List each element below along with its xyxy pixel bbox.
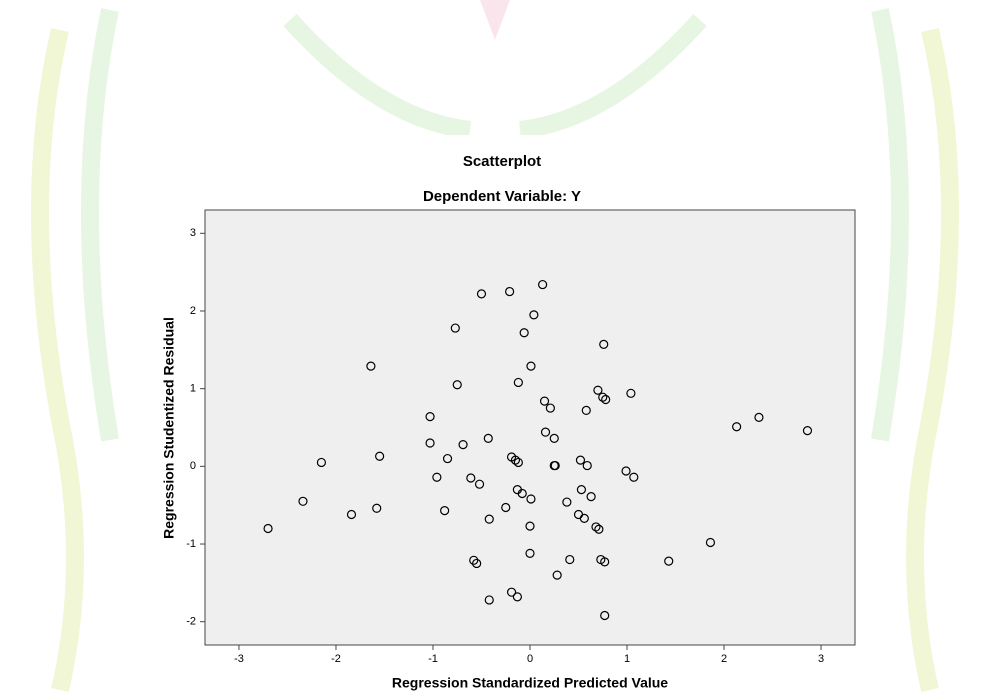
point (316, 457, 327, 468)
point (505, 286, 515, 297)
chart-subtitle: Dependent Variable: Y (423, 188, 581, 205)
point (375, 451, 385, 461)
y-tick-label: 2 (190, 305, 196, 317)
x-tick-label: -1 (428, 653, 438, 665)
point (629, 472, 639, 482)
y-axis-title: Regression Studentized Residual (161, 317, 177, 539)
point (526, 494, 536, 504)
point (440, 506, 450, 516)
point (540, 427, 551, 437)
chart-title: Scatterplot (463, 153, 541, 170)
point (705, 537, 716, 548)
y-tick-label: 3 (190, 227, 196, 239)
point (425, 438, 435, 448)
point (599, 339, 609, 349)
point (538, 279, 548, 290)
x-axis-title: Regression Standardized Predicted Value (392, 675, 668, 691)
point (483, 433, 493, 443)
point (601, 394, 611, 405)
point (582, 460, 592, 471)
point (581, 405, 591, 416)
x-tick-label: 3 (818, 653, 824, 665)
point (626, 388, 636, 398)
point (366, 361, 376, 371)
point (549, 433, 559, 443)
point (562, 497, 572, 507)
point (575, 455, 586, 465)
point (474, 479, 485, 489)
point (600, 557, 610, 567)
point (484, 595, 494, 605)
point (802, 426, 813, 436)
point (442, 453, 453, 464)
point (372, 503, 382, 513)
point (469, 555, 479, 565)
x-tick-label: -2 (331, 653, 341, 665)
point (594, 524, 604, 534)
point (466, 473, 476, 483)
x-tick-label: -3 (234, 653, 244, 665)
point (263, 523, 273, 534)
point (754, 412, 764, 423)
point (525, 548, 535, 558)
point (510, 455, 521, 465)
point (450, 323, 460, 333)
point (545, 403, 555, 413)
point (476, 289, 487, 299)
point (484, 514, 494, 524)
point (598, 392, 608, 402)
point (526, 361, 536, 371)
point (513, 377, 523, 388)
x-tick-label: 0 (527, 653, 533, 665)
point (591, 522, 601, 532)
point (621, 466, 631, 476)
point (586, 492, 596, 502)
point (472, 558, 482, 569)
point (529, 310, 539, 320)
point (576, 485, 587, 495)
point (565, 554, 575, 565)
point (425, 412, 435, 422)
watermark (31, 0, 959, 693)
point (513, 457, 523, 468)
point (517, 488, 527, 499)
point (579, 513, 589, 523)
point (512, 592, 522, 602)
y-tick-label: 0 (190, 460, 196, 472)
x-tick-label: 2 (721, 653, 727, 665)
y-tick-label: -2 (186, 616, 196, 628)
plot-area (204, 209, 856, 646)
point (550, 460, 560, 471)
point (600, 610, 610, 621)
point (452, 380, 462, 390)
y-tick-label: 1 (190, 383, 196, 395)
point (458, 439, 468, 450)
point (506, 587, 517, 597)
point (346, 509, 357, 520)
point (552, 570, 562, 580)
point (501, 502, 511, 513)
point (593, 385, 603, 395)
point (525, 521, 535, 531)
point (298, 496, 308, 506)
point (432, 472, 442, 482)
point (664, 556, 674, 566)
point (519, 328, 529, 338)
point (732, 422, 742, 432)
y-tick-label: -1 (186, 538, 196, 550)
point (539, 396, 550, 406)
x-tick-label: 1 (624, 653, 630, 665)
